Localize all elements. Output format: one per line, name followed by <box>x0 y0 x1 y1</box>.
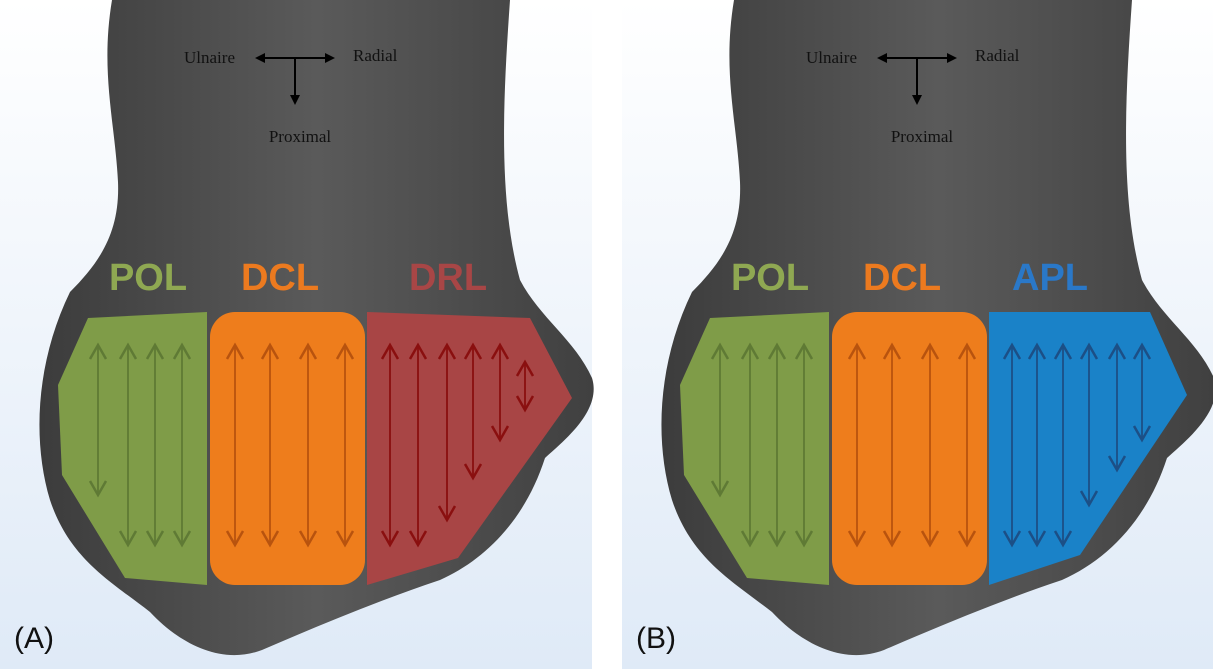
ligament-label: POL <box>109 257 187 299</box>
panel: Ulnaire Radial Proximal POL DCL APL (B) <box>622 0 1213 669</box>
figure: UlnaireRadialProximalPOLDCLDRL(A)Ulnaire… <box>0 0 1213 669</box>
ligament-label: APL <box>1012 257 1088 299</box>
panel-label: (B) <box>636 622 676 655</box>
ligament-label: POL <box>731 257 809 299</box>
panel: Ulnaire Radial Proximal POL DCL DRL (A) <box>0 0 594 669</box>
direction-label: Proximal <box>891 127 954 146</box>
direction-label: Proximal <box>269 127 332 146</box>
ligament-label: DRL <box>409 257 487 299</box>
direction-label: Ulnaire <box>806 48 857 67</box>
ligament-label: DCL <box>241 257 319 299</box>
panel-label: (A) <box>14 622 54 655</box>
direction-label: Radial <box>975 46 1020 65</box>
ligament-label: DCL <box>863 257 941 299</box>
direction-label: Radial <box>353 46 398 65</box>
direction-label: Ulnaire <box>184 48 235 67</box>
